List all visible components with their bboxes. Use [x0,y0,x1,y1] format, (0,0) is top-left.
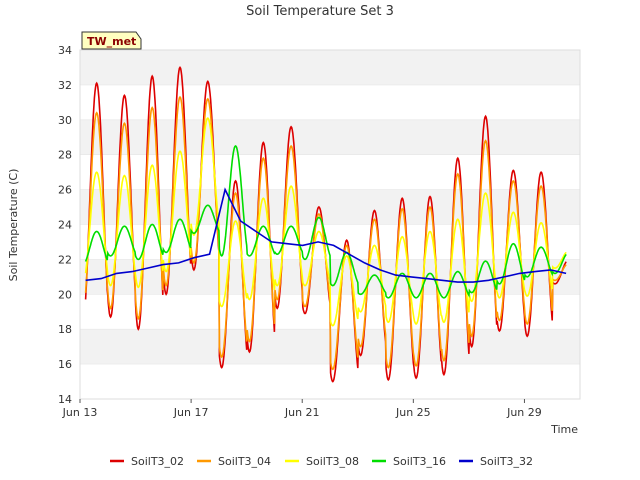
x-tick-label: Jun 25 [395,406,431,419]
y-tick-label: 20 [58,288,72,301]
grid-band [80,119,580,155]
station-tag-box [81,31,142,50]
y-tick-label: 22 [58,253,72,266]
grid-band [80,189,580,225]
x-tick-label: Jun 29 [506,406,542,419]
y-tick-label: 28 [58,149,72,162]
series-line-soilt3_32 [85,187,567,283]
legend-item-soilt3_04: SoilT3_04 [197,455,271,468]
y-tick-label: 24 [58,219,72,232]
legend-label: SoilT3_32 [480,455,533,468]
y-axis-label: Soil Temperature (C) [7,169,20,282]
legend-item-soilt3_02: SoilT3_02 [110,455,184,468]
y-tick-label: 30 [58,114,72,127]
x-axis: Jun 13 Jun 17 Jun 21 Jun 25 Jun 29 [62,399,542,419]
grid-band [80,50,580,85]
legend-label: SoilT3_16 [393,455,446,468]
x-tick-label: Jun 21 [284,406,320,419]
x-axis-label: Time [550,423,578,436]
legend-label: SoilT3_04 [218,455,271,468]
legend: SoilT3_02 SoilT3_04 SoilT3_08 SoilT3_16 Soil… [110,455,533,468]
x-tick-label: Jun 17 [173,406,209,419]
y-tick-label: 14 [58,393,72,406]
y-tick-label: 32 [58,79,72,92]
legend-label: SoilT3_08 [306,455,359,468]
legend-item-soilt3_16: SoilT3_16 [372,455,446,468]
x-tick-label: Jun 13 [62,406,98,419]
chart-title: Soil Temperature Set 3 [246,4,394,19]
station-tag: TW_met [81,31,142,50]
legend-label: SoilT3_02 [131,455,184,468]
y-tick-label: 26 [58,184,72,197]
legend-item-soilt3_32: SoilT3_32 [459,455,533,468]
y-tick-label: 34 [58,44,72,57]
plot-background [79,49,581,400]
y-tick-label: 16 [58,358,72,371]
series-line-soilt3_16 [84,145,567,299]
station-tag-label: TW_met [87,35,136,48]
y-tick-label: 18 [58,323,72,336]
y-axis: 14 16 18 20 22 24 26 28 30 32 34 [58,44,72,406]
series-line-soilt3_08 [84,117,567,327]
plot-border [79,49,581,400]
legend-item-soilt3_08: SoilT3_08 [285,455,359,468]
series-lines [84,65,567,383]
